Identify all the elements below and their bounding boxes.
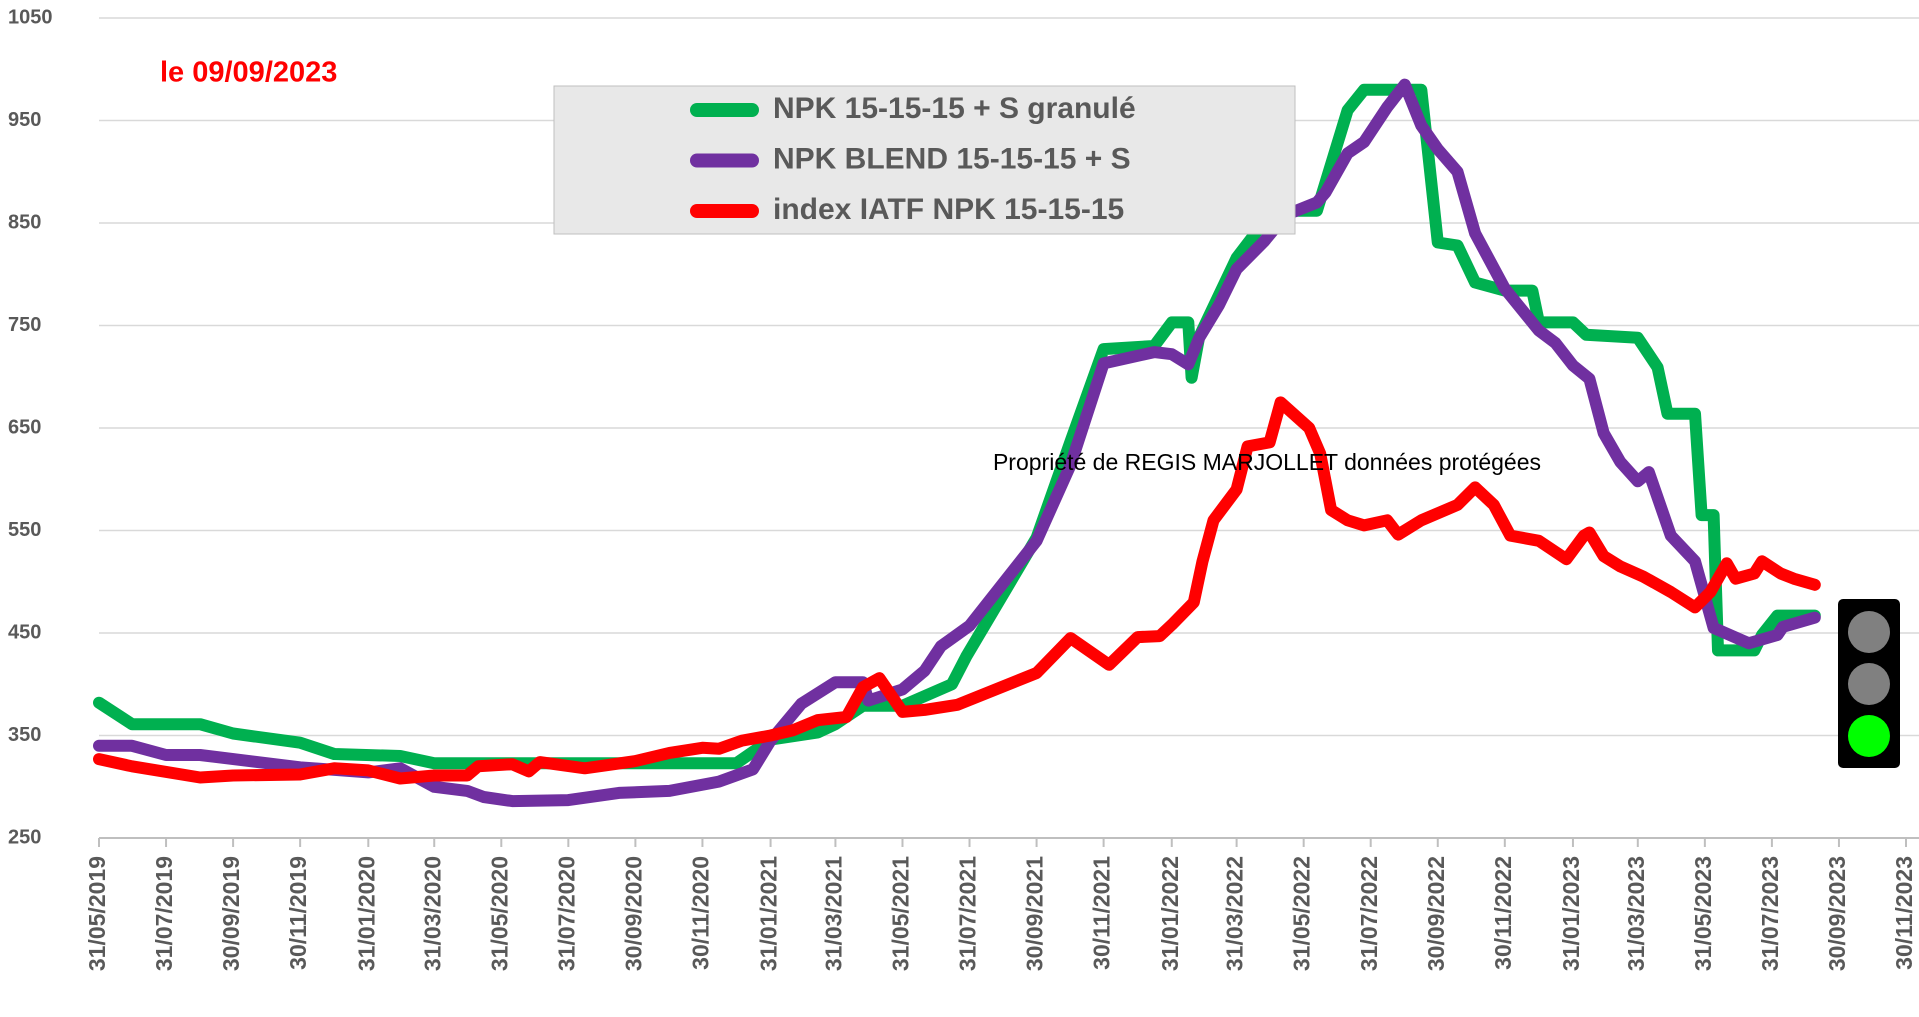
x-tick-label: 30/09/2019 [218,856,244,971]
series-line [93,83,1821,770]
x-tick-label: 31/05/2022 [1289,856,1315,971]
lines [93,78,1821,808]
legend-label: index IATF NPK 15-15-15 [773,193,1124,226]
x-tick-label: 31/07/2020 [553,856,579,971]
x-tick-label: 30/11/2021 [1089,856,1115,970]
light-green-on [1848,715,1890,757]
x-tick-label: 31/05/2019 [84,856,110,971]
legend-box [553,85,1296,235]
x-tick-label: 31/01/2022 [1157,856,1183,971]
y-tick-label: 250 [8,826,41,848]
x-tick-label: 31/03/2023 [1623,856,1649,971]
y-tick-label: 650 [8,416,41,438]
x-tick-label: 30/09/2020 [620,856,646,971]
x-tick-label: 31/03/2022 [1222,856,1248,971]
series-line [93,396,1821,785]
x-tick-label: 30/11/2022 [1490,856,1516,970]
x-tick-label: 30/11/2020 [688,856,714,970]
y-tick-label: 550 [8,519,41,541]
light-red-off [1848,611,1890,653]
series-line [93,78,1821,808]
x-tick-label: 30/09/2023 [1824,856,1850,971]
legend-label: NPK 15-15-15 + S granulé [773,92,1136,125]
y-tick-label: 450 [8,621,41,643]
light-orange-off [1848,663,1890,705]
legend: NPK 15-15-15 + S granulé NPK BLEND 15-15-… [690,92,1136,226]
x-tick-label: 31/07/2022 [1356,856,1382,971]
x-tick-label: 31/01/2020 [353,856,379,971]
x-tick-label: 30/11/2023 [1891,856,1917,970]
x-tick-label: 31/05/2021 [888,856,914,971]
x-tick-label: 31/07/2019 [151,856,177,971]
x-tick-label: 30/09/2021 [1022,856,1048,971]
grid: 250 350 450 550 650 750 850 950 1050 31/05/2019 31… [8,6,1919,971]
y-tick-label: 350 [8,724,41,746]
traffic-light [1838,599,1900,768]
x-tick-label: 31/05/2023 [1690,856,1716,971]
x-tick-label: 31/07/2021 [955,856,981,971]
x-tick-label: 30/11/2019 [285,856,311,970]
y-tick-label: 950 [8,109,41,131]
x-tick-label: 31/07/2023 [1757,856,1783,971]
y-tick-label: 1050 [8,6,53,28]
x-tick-label: 31/01/2023 [1558,856,1584,971]
date-annotation: le 09/09/2023 [160,57,337,89]
x-tick-label: 31/05/2020 [486,856,512,971]
y-tick-label: 750 [8,314,41,336]
x-tick-label: 30/09/2022 [1423,856,1449,971]
x-tick-label: 31/03/2021 [821,856,847,971]
legend-label: NPK BLEND 15-15-15 + S [773,142,1131,175]
x-tick-label: 31/03/2020 [419,856,445,971]
x-tick-label: 31/01/2021 [756,856,782,971]
watermark: Propriété de REGIS MARJOLLET données pro… [993,449,1541,475]
y-tick-label: 850 [8,211,41,233]
